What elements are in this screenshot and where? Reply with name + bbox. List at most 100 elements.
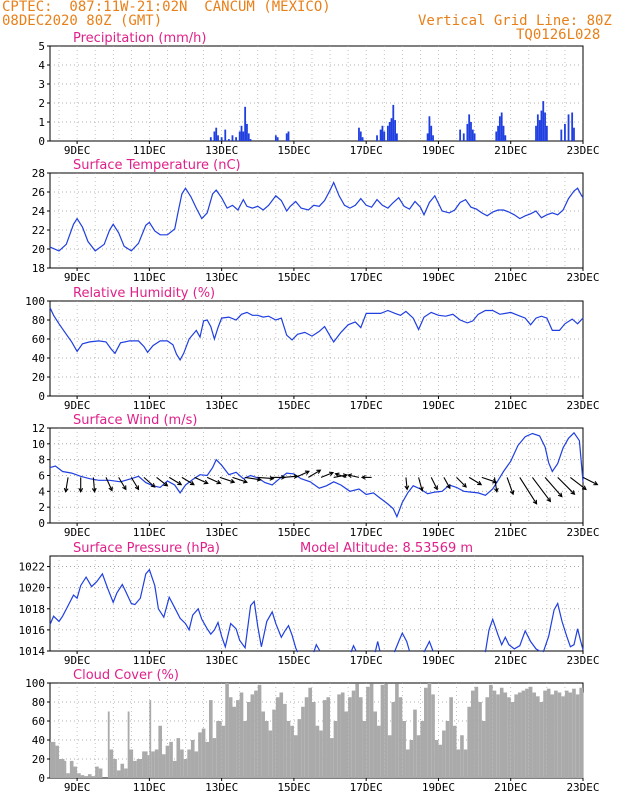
wind-arrow (418, 477, 424, 492)
precip-bar (285, 133, 288, 141)
cloud-bar (77, 773, 81, 778)
cloud-bar (297, 719, 302, 778)
cloud-bar (366, 686, 370, 778)
cloud-bar (532, 692, 537, 778)
precip-bar (542, 101, 545, 141)
cloud-bar (50, 741, 56, 778)
x-tick-label: 9DEC (64, 399, 91, 412)
precip-bar (390, 118, 393, 141)
precip-bar (430, 125, 433, 141)
y-tick-label: 1014 (19, 645, 46, 658)
cloud-bar (554, 690, 558, 778)
cloud-bar (507, 697, 511, 778)
cloud-bar (583, 692, 584, 778)
precip-bar (246, 123, 248, 141)
precip-bar (538, 120, 541, 141)
cloud-bar (434, 740, 439, 778)
cloud-bar (499, 687, 504, 778)
cloud-bar (373, 711, 378, 778)
wind-arrow (308, 469, 322, 478)
x-tick-label: 17DEC (350, 526, 383, 539)
cloud-bar (348, 697, 352, 778)
wind-arrow (194, 476, 209, 485)
wind-arrow (456, 477, 467, 488)
x-tick-label: 23DEC (566, 144, 599, 157)
cloud-bar (80, 775, 85, 778)
wind-arrow (570, 476, 587, 491)
cloud-bar (489, 684, 493, 778)
cloud-bar (190, 740, 195, 778)
precip-bar (540, 110, 543, 141)
x-tick-label: 17DEC (350, 781, 383, 794)
x-tick-label: 15DEC (277, 144, 310, 157)
cloud-bar (69, 760, 74, 778)
rh-line (49, 307, 584, 362)
header-station: CPTEC: 087:11W-21:02N CANCUM (MEXICO) (2, 0, 331, 15)
x-tick-label: 9DEC (64, 654, 91, 667)
x-tick-label: 19DEC (422, 271, 455, 284)
x-tick-label: 21DEC (494, 271, 527, 284)
precip-bar (249, 139, 252, 141)
wind-arrow (360, 474, 372, 480)
precip-bar (571, 112, 574, 141)
wind-arrow (219, 476, 236, 484)
y-tick-label: 18 (32, 262, 45, 275)
y-tick-label: 0 (38, 772, 45, 785)
wind-arrow (78, 477, 84, 493)
precip-bar (376, 135, 378, 141)
cloud-bar (228, 697, 233, 778)
cloud-bar (460, 735, 464, 778)
precip-bar (459, 129, 462, 141)
precip-bar (359, 131, 362, 141)
cloud-bar (311, 702, 316, 778)
wind-arrow (295, 470, 310, 478)
cloud-bar (470, 690, 475, 778)
precip-bar (502, 125, 505, 141)
pressure-line (393, 631, 411, 653)
cloud-bar (564, 690, 569, 778)
cloud-bar (561, 696, 565, 778)
precip-bar (231, 135, 234, 141)
cloud-bar (205, 741, 209, 778)
y-tick-label: 1018 (19, 603, 46, 616)
precip-bar (394, 120, 396, 141)
y-tick-label: 4 (38, 485, 45, 498)
panel-cloud: 0 20 40 60 80 100 9DEC 11DEC 13DEC 15DEC 17DEC 19DE… (25, 668, 599, 794)
cloud-bar (539, 702, 544, 778)
precip-bar (242, 131, 245, 141)
x-tick-label: 19DEC (422, 781, 455, 794)
cloud-bar (154, 749, 159, 778)
x-tick-label: 23DEC (566, 526, 599, 539)
panel-temp: 18 20 22 24 26 28 9DEC 11DEC 13DEC 15DEC 17DEC 19DE… (32, 158, 600, 284)
y-tick-label: 26 (32, 186, 45, 199)
cloud-bar (351, 690, 356, 778)
cloud-bar (409, 740, 414, 778)
wind-arrow (519, 477, 538, 505)
precip-bar (428, 116, 431, 141)
cloud-bar (579, 687, 583, 778)
precip-bar (220, 137, 223, 141)
x-tick-label: 15DEC (277, 781, 310, 794)
cloud-bar (239, 692, 244, 778)
wind-arrow (347, 473, 360, 479)
y-tick-label: 20 (32, 371, 45, 384)
pressure-line (313, 643, 321, 653)
cloud-bar (109, 749, 114, 778)
wind-arrow (334, 472, 347, 478)
panel-frame (49, 172, 584, 269)
x-tick-label: 9DEC (64, 271, 91, 284)
cloud-bar (127, 711, 130, 778)
y-tick-label: 20 (32, 753, 45, 766)
cloud-bar (572, 688, 576, 778)
panel-frame (49, 300, 584, 397)
cloud-bar (380, 684, 385, 778)
header-code: TQ0126L028 (516, 27, 601, 43)
x-tick-label: 13DEC (205, 526, 238, 539)
y-tick-label: 60 (32, 333, 45, 346)
precip-bar (215, 127, 218, 141)
cloud-bar (275, 697, 280, 778)
panel-frame (49, 555, 584, 652)
precip-bar (473, 133, 476, 141)
wind-arrow (557, 477, 576, 496)
